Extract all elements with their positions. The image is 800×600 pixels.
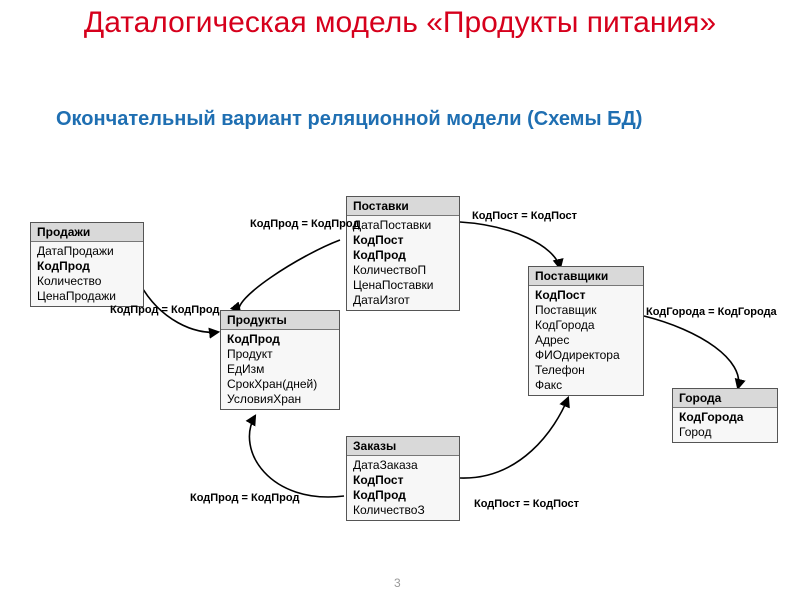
table-field: Количество — [31, 274, 143, 289]
table-field: КодГорода — [673, 410, 777, 425]
page-subtitle: Окончательный вариант реляционной модели… — [56, 108, 760, 131]
table-orders: Заказы ДатаЗаказаКодПостКодПродКоличество… — [346, 436, 460, 521]
edge-label: КодПрод = КодПрод — [190, 492, 299, 504]
table-field: КодПост — [529, 288, 643, 303]
table-field: Телефон — [529, 363, 643, 378]
table-field: Продукт — [221, 347, 339, 362]
table-field: Адрес — [529, 333, 643, 348]
table-field: ФИОдиректора — [529, 348, 643, 363]
table-field: КодПрод — [347, 248, 459, 263]
table-field: КодПрод — [31, 259, 143, 274]
edge-label: КодПрод = КодПрод — [110, 304, 219, 316]
table-field: ЦенаПродажи — [31, 289, 143, 304]
table-suppliers: Поставщики КодПостПоставщикКодГородаАдрес… — [528, 266, 644, 396]
page-title: Даталогическая модель «Продукты питания» — [0, 6, 800, 41]
table-field: СрокХран(дней) — [221, 377, 339, 392]
table-field: КодПрод — [347, 488, 459, 503]
table-field: ЦенаПоставки — [347, 278, 459, 293]
table-title: Поставки — [347, 197, 459, 216]
table-field: ДатаПродажи — [31, 244, 143, 259]
table-field: КодПост — [347, 473, 459, 488]
table-field: ДатаПоставки — [347, 218, 459, 233]
table-supplies: Поставки ДатаПоставкиКодПостКодПродКоличе… — [346, 196, 460, 311]
table-products: Продукты КодПродПродуктЕдИзмСрокХран(дней… — [220, 310, 340, 410]
table-field: ЕдИзм — [221, 362, 339, 377]
edge-label: КодПрод = КодПрод — [250, 218, 359, 230]
table-cities: Города КодГородаГород — [672, 388, 778, 443]
table-title: Города — [673, 389, 777, 408]
edge-label: КодПост = КодПост — [474, 498, 579, 510]
table-field: УсловияХран — [221, 392, 339, 407]
table-field: КодПост — [347, 233, 459, 248]
edge-label: КодГорода = КодГорода — [646, 306, 777, 318]
table-title: Поставщики — [529, 267, 643, 286]
table-field: КоличествоП — [347, 263, 459, 278]
table-field: Факс — [529, 378, 643, 393]
table-title: Продажи — [31, 223, 143, 242]
table-field: Поставщик — [529, 303, 643, 318]
table-sales: Продажи ДатаПродажиКодПродКоличествоЦенаП… — [30, 222, 144, 307]
edge-label: КодПост = КодПост — [472, 210, 577, 222]
table-field: КодГорода — [529, 318, 643, 333]
table-field: КоличествоЗ — [347, 503, 459, 518]
table-field: Город — [673, 425, 777, 440]
table-title: Заказы — [347, 437, 459, 456]
table-field: ДатаЗаказа — [347, 458, 459, 473]
table-field: ДатаИзгот — [347, 293, 459, 308]
table-title: Продукты — [221, 311, 339, 330]
page-number: 3 — [394, 576, 401, 590]
table-field: КодПрод — [221, 332, 339, 347]
